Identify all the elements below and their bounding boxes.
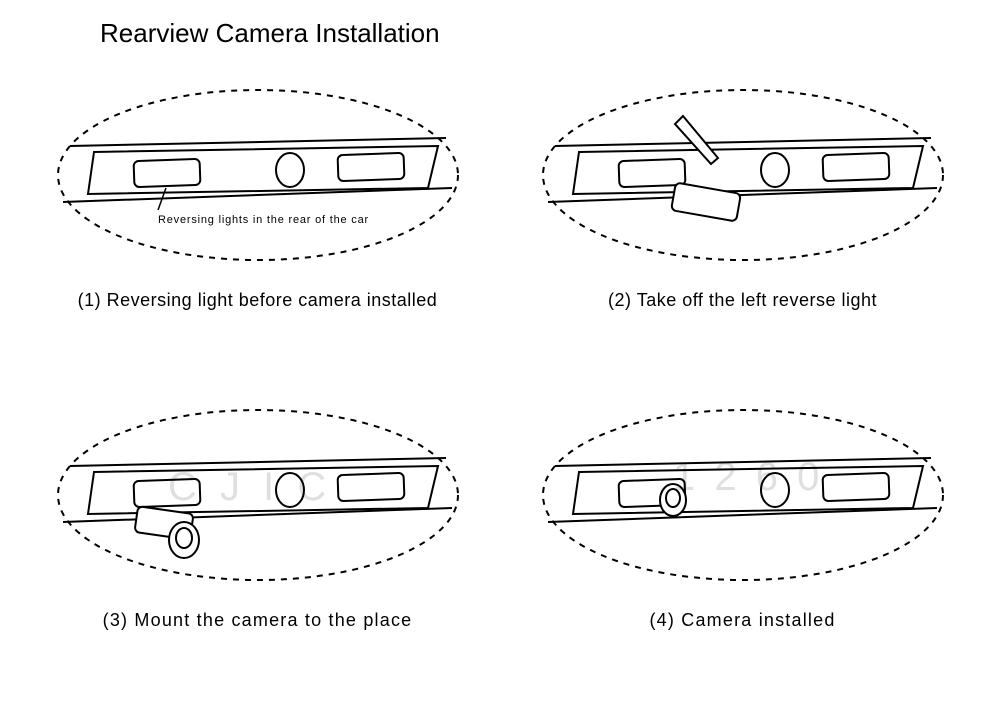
panel-1: Reversing lights in the rear of the car … [20,70,495,380]
caption-3: (3) Mount the camera to the place [103,610,413,631]
caption-4: (4) Camera installed [649,610,835,631]
instruction-grid: Reversing lights in the rear of the car … [20,70,980,700]
caption-2: (2) Take off the left reverse light [608,290,877,311]
svg-text:1 2 6 0: 1 2 6 0 [673,455,823,499]
illustration-2 [523,70,963,280]
panel-3: C J I C (3) Mount the camera to the plac… [20,390,495,700]
illustration-1: Reversing lights in the rear of the car [38,70,478,280]
illustration-4: 1 2 6 0 [523,390,963,600]
svg-text:C J I C: C J I C [168,465,332,509]
camera-icon [134,506,199,558]
illustration-3: C J I C [38,390,478,600]
annotation-1: Reversing lights in the rear of the car [158,214,369,226]
panel-2: (2) Take off the left reverse light [505,70,980,380]
panel-4: 1 2 6 0 (4) Camera installed [505,390,980,700]
caption-1: (1) Reversing light before camera instal… [78,290,438,311]
page-title: Rearview Camera Installation [100,18,440,49]
